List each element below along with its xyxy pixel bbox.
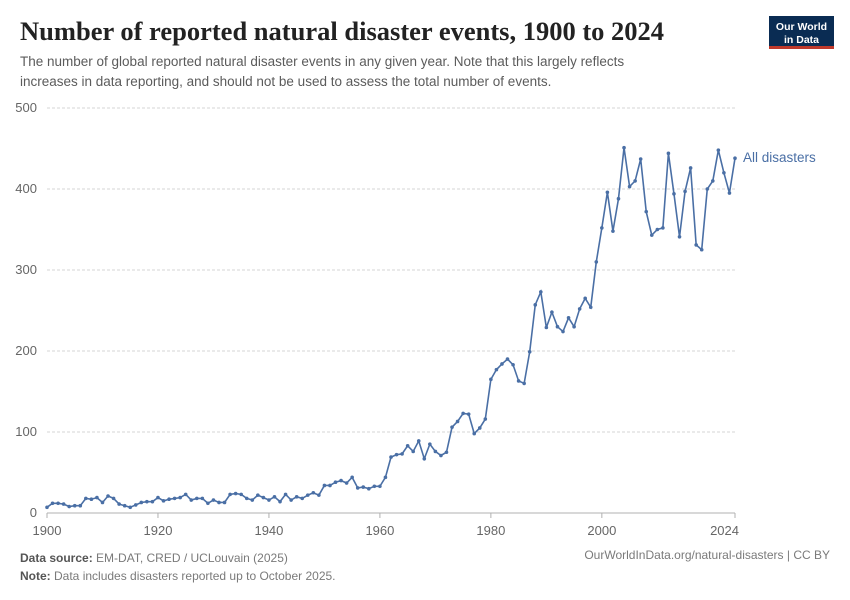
svg-text:1940: 1940 [254,523,283,538]
svg-text:2024: 2024 [710,523,739,538]
svg-text:1980: 1980 [476,523,505,538]
svg-text:500: 500 [15,100,37,115]
svg-text:300: 300 [15,262,37,277]
svg-text:All disasters: All disasters [743,150,816,165]
svg-text:1920: 1920 [144,523,173,538]
svg-text:2000: 2000 [587,523,616,538]
svg-text:1900: 1900 [33,523,62,538]
svg-text:0: 0 [30,505,37,520]
svg-text:200: 200 [15,343,37,358]
svg-text:100: 100 [15,424,37,439]
svg-text:400: 400 [15,181,37,196]
svg-text:1960: 1960 [365,523,394,538]
